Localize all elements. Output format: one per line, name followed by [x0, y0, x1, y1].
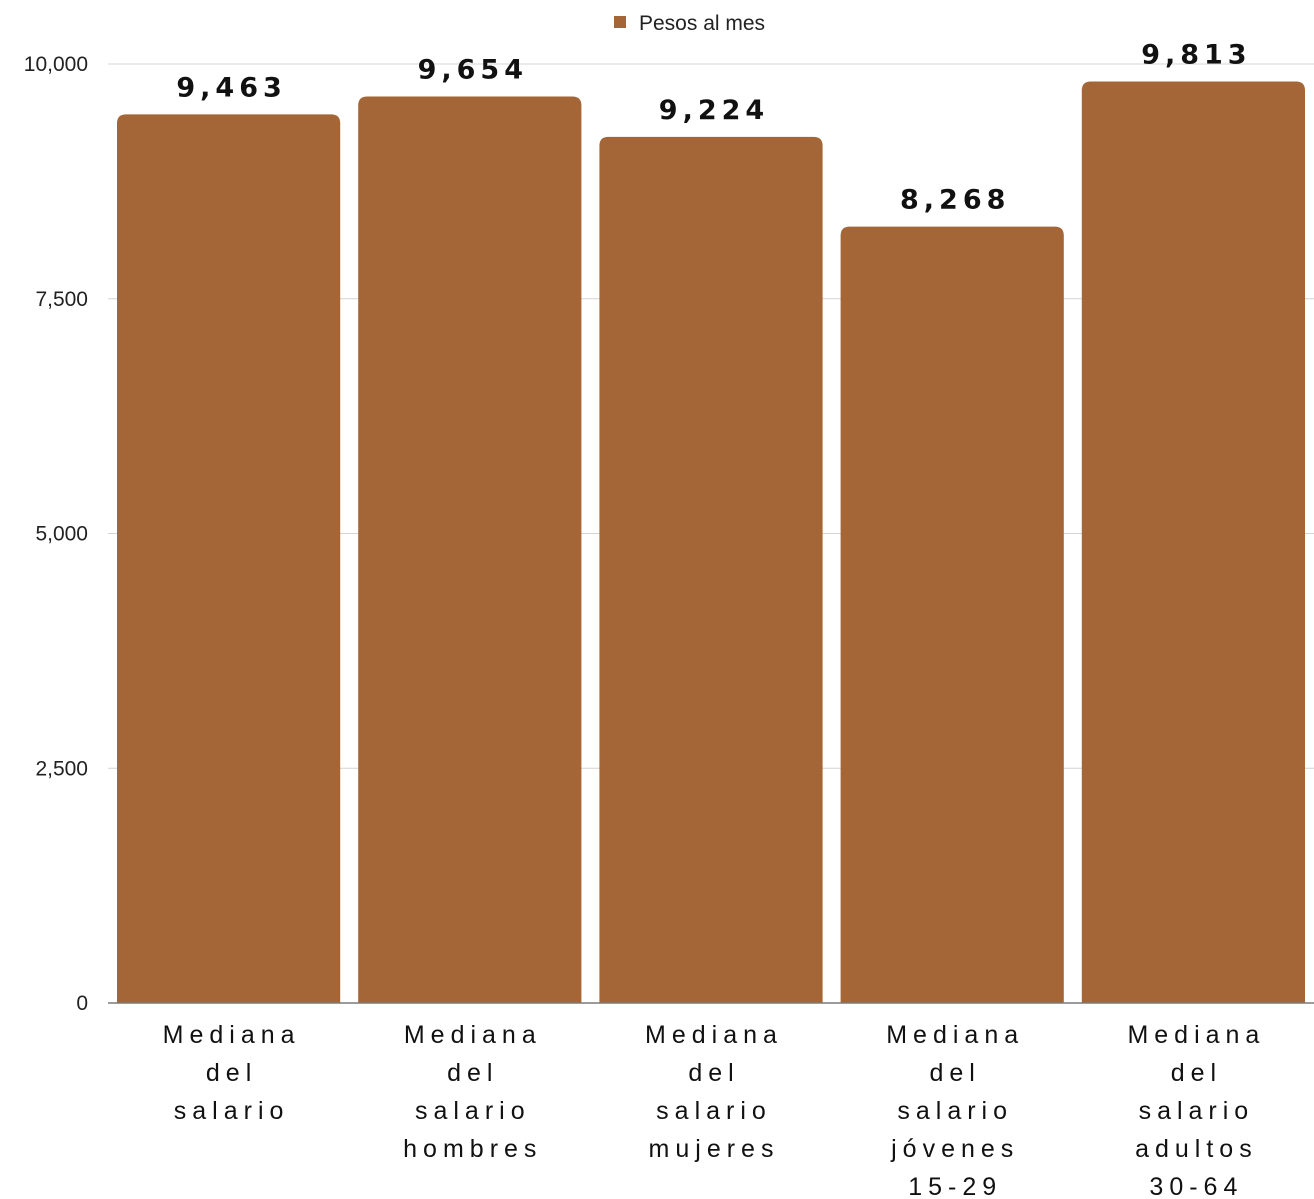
- bar: [1081, 81, 1305, 1003]
- category-label-line: Mediana: [645, 1021, 783, 1049]
- category-label-line: adultos: [1135, 1135, 1258, 1163]
- y-tick-label: 5,000: [35, 523, 88, 546]
- bar: [117, 114, 341, 1003]
- y-tick-label: 0: [76, 992, 88, 1015]
- data-labels: 9,463 9,654 9,224 8,268 9,813: [176, 40, 1251, 216]
- category-label-line: del: [688, 1059, 739, 1087]
- data-label: 9,813: [1141, 40, 1251, 71]
- legend-label: Pesos al mes: [639, 12, 765, 35]
- bars: [117, 81, 1305, 1004]
- y-tick-label: 2,500: [35, 757, 88, 780]
- bar: [599, 136, 823, 1003]
- legend: Pesos al mes: [614, 12, 765, 35]
- category-label-line: Mediana: [886, 1021, 1024, 1049]
- category-label-line: del: [1171, 1059, 1222, 1087]
- category-label-line: jóvenes: [890, 1135, 1019, 1163]
- category-label-line: Mediana: [163, 1021, 301, 1049]
- category-label-line: salario: [897, 1097, 1013, 1125]
- y-tick-label: 7,500: [35, 288, 88, 311]
- category-label-line: salario: [174, 1097, 290, 1125]
- category-label: Mediana del salario mujeres: [645, 1021, 783, 1163]
- data-label: 9,463: [176, 72, 286, 103]
- category-label: Mediana del salario hombres: [403, 1021, 542, 1163]
- bar: [358, 96, 582, 1004]
- category-label-line: hombres: [403, 1135, 542, 1163]
- data-label: 9,654: [418, 54, 528, 85]
- legend-swatch: [614, 16, 626, 28]
- category-label-line: salario: [656, 1097, 772, 1125]
- category-label-line: 30-64: [1149, 1173, 1243, 1199]
- bar: [840, 226, 1064, 1004]
- category-label-line: Mediana: [1127, 1021, 1265, 1049]
- category-label: Mediana del salario adultos 30-64: [1127, 1021, 1265, 1199]
- category-label-line: Mediana: [404, 1021, 542, 1049]
- y-axis-ticks: 0 2,500 5,000 7,500 10,000: [24, 53, 88, 1015]
- category-label-line: mujeres: [649, 1135, 780, 1163]
- category-label-line: del: [930, 1059, 981, 1087]
- y-tick-label: 10,000: [24, 53, 88, 76]
- category-label-line: del: [206, 1059, 257, 1087]
- category-label-line: del: [447, 1059, 498, 1087]
- data-label: 8,268: [900, 185, 1010, 216]
- category-label-line: 15-29: [908, 1173, 1002, 1199]
- category-label-line: salario: [415, 1097, 531, 1125]
- category-labels: Mediana del salario Mediana del salario hombre…: [163, 1021, 1265, 1199]
- category-label: Mediana del salario jóvenes 15-29: [886, 1021, 1024, 1199]
- data-label: 9,224: [659, 95, 769, 126]
- category-label: Mediana del salario: [163, 1021, 301, 1125]
- category-label-line: salario: [1139, 1097, 1255, 1125]
